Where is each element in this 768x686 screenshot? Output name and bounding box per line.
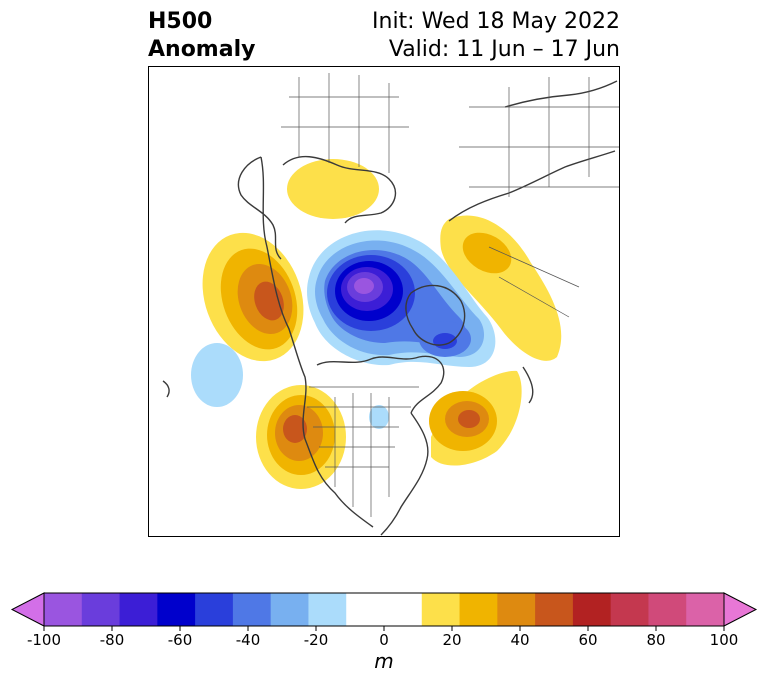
colorbar-segment (421, 593, 461, 626)
colorbar-segment (232, 593, 272, 626)
colorbar-tick-label: 20 (442, 631, 461, 649)
colorbar-segment (459, 593, 498, 626)
title-variable: H500 (148, 9, 213, 34)
title-field: Anomaly (148, 37, 256, 62)
map-canvas (162, 73, 619, 536)
colorbar-extend-min (10, 592, 45, 627)
colorbar-segment (497, 593, 536, 626)
init-date: Init: Wed 18 May 2022 (372, 9, 620, 34)
scandinavia-high (287, 159, 379, 219)
map-title-right: Init: Wed 18 May 2022 Valid: 11 Jun – 17… (372, 8, 620, 64)
colorbar-tick-label: 80 (646, 631, 665, 649)
colorbar-tick-label: -100 (27, 631, 61, 649)
coastlines (162, 80, 618, 536)
colorbar-segment (308, 593, 347, 626)
colorbar: -100 -80 -60 -40 -20 0 20 40 60 80 100 m (10, 592, 758, 673)
colorbar-segment (686, 593, 725, 626)
atlantic-high (429, 370, 522, 466)
map-title-left: H500 Anomaly (148, 8, 255, 64)
colorbar-segments (10, 592, 758, 627)
western-us-high (256, 385, 346, 489)
pacific-low (191, 343, 243, 407)
colorbar-segment (44, 593, 83, 626)
colorbar-extend-max (723, 592, 758, 627)
colorbar-segment (535, 593, 574, 626)
colorbar-segment (270, 593, 309, 626)
colorbar-segment (195, 593, 234, 626)
colorbar-segment (384, 593, 423, 626)
colorbar-tick-label: -20 (304, 631, 329, 649)
colorbar-tick-label: 40 (510, 631, 529, 649)
colorbar-tick-label: 0 (379, 631, 389, 649)
anomaly-fills (191, 159, 562, 489)
colorbar-tick-label: 60 (578, 631, 597, 649)
colorbar-segment (157, 593, 196, 626)
colorbar-segment (346, 593, 385, 626)
colorbar-units: m (374, 649, 393, 673)
colorbar-segment (648, 593, 687, 626)
colorbar-tick-label: -40 (236, 631, 261, 649)
colorbar-segment (119, 593, 158, 626)
great-lakes-low (369, 405, 389, 429)
borders (281, 73, 619, 517)
valid-range: Valid: 11 Jun – 17 Jun (388, 37, 620, 62)
colorbar-segment (572, 593, 612, 626)
siberia-high (440, 215, 562, 361)
colorbar-segment (610, 593, 649, 626)
anomaly-map (148, 66, 620, 537)
colorbar-segment (81, 593, 121, 626)
colorbar-tick-label: 100 (710, 631, 739, 649)
bering-high (202, 232, 304, 362)
colorbar-tick-label: -80 (100, 631, 125, 649)
colorbar-tick-label: -60 (168, 631, 193, 649)
colorbar-ticks: -100 -80 -60 -40 -20 0 20 40 60 80 100 (27, 626, 738, 649)
